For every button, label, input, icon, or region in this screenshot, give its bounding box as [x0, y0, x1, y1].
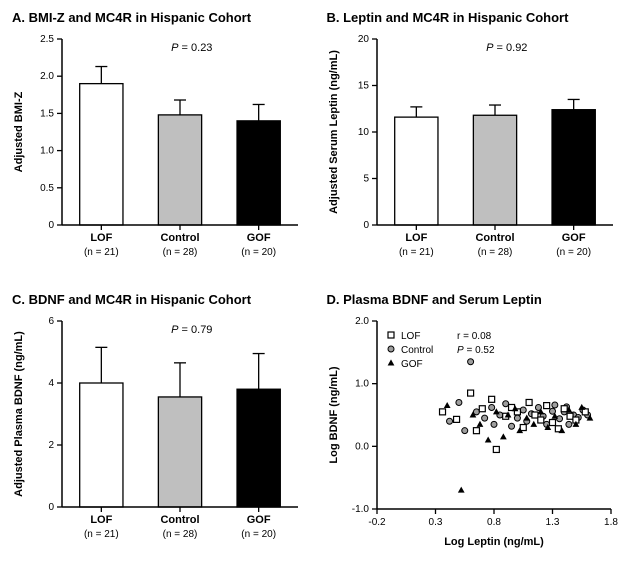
svg-text:2: 2 [48, 440, 54, 451]
svg-text:(n = 28): (n = 28) [163, 529, 198, 540]
panel-c-title: C. BDNF and MC4R in Hispanic Cohort [12, 292, 309, 307]
svg-text:Adjusted BMI-Z: Adjusted BMI-Z [13, 91, 25, 172]
svg-text:-0.2: -0.2 [368, 517, 386, 528]
svg-text:-1.0: -1.0 [351, 504, 369, 515]
svg-text:0.5: 0.5 [40, 183, 54, 194]
svg-text:P = 0.23: P = 0.23 [171, 42, 212, 54]
svg-text:1.3: 1.3 [545, 517, 559, 528]
svg-text:10: 10 [357, 127, 369, 138]
svg-text:LOF: LOF [90, 514, 112, 526]
svg-text:GOF: GOF [561, 232, 585, 244]
svg-text:GOF: GOF [247, 232, 271, 244]
svg-text:4: 4 [48, 378, 54, 389]
svg-text:(n = 21): (n = 21) [84, 247, 119, 258]
figure-grid: A. BMI-Z and MC4R in Hispanic Cohort 0 0.… [0, 0, 629, 564]
svg-text:1.0: 1.0 [40, 146, 54, 157]
svg-text:0.3: 0.3 [428, 517, 442, 528]
svg-text:Adjusted Plasma BDNF (ng/mL): Adjusted Plasma BDNF (ng/mL) [13, 331, 25, 497]
svg-text:Control: Control [160, 232, 199, 244]
svg-text:LOF: LOF [401, 331, 420, 342]
panel-a: A. BMI-Z and MC4R in Hispanic Cohort 0 0.… [0, 0, 315, 282]
svg-text:GOF: GOF [401, 359, 423, 370]
panel-d: D. Plasma BDNF and Serum Leptin -1.0 0.0 1… [315, 282, 629, 564]
svg-text:(n = 20): (n = 20) [556, 247, 591, 258]
svg-text:0.8: 0.8 [487, 517, 501, 528]
panel-a-title: A. BMI-Z and MC4R in Hispanic Cohort [12, 10, 309, 25]
panel-b-title: B. Leptin and MC4R in Hispanic Cohort [327, 10, 624, 25]
svg-text:1.5: 1.5 [40, 108, 54, 119]
svg-text:P = 0.92: P = 0.92 [486, 42, 527, 54]
svg-text:6: 6 [48, 316, 54, 327]
svg-text:(n = 28): (n = 28) [477, 247, 512, 258]
svg-text:2.0: 2.0 [355, 316, 369, 327]
svg-text:0.0: 0.0 [355, 441, 369, 452]
svg-text:Control: Control [160, 514, 199, 526]
svg-text:2.0: 2.0 [40, 71, 54, 82]
svg-text:(n = 20): (n = 20) [241, 529, 276, 540]
svg-text:0: 0 [48, 502, 54, 513]
panel-c-chart: 0 2 4 6 LOF (n = 21) Control (n = 28) GOF (n = 20… [6, 311, 309, 557]
svg-text:Log BDNF (ng/mL): Log BDNF (ng/mL) [328, 366, 340, 463]
panel-c: C. BDNF and MC4R in Hispanic Cohort 0 2 4 6… [0, 282, 315, 564]
panel-d-title: D. Plasma BDNF and Serum Leptin [327, 292, 624, 307]
svg-text:P = 0.52: P = 0.52 [457, 345, 495, 356]
svg-text:0: 0 [363, 220, 369, 231]
svg-text:5: 5 [363, 174, 369, 185]
svg-text:P = 0.79: P = 0.79 [171, 324, 212, 336]
svg-text:1.8: 1.8 [604, 517, 618, 528]
panel-b-chart: 0 5 10 15 20 LOF (n = 21) Control (n = 28) GOF (n … [321, 29, 624, 275]
svg-text:Control: Control [401, 345, 433, 356]
svg-text:GOF: GOF [247, 514, 271, 526]
svg-text:20: 20 [357, 34, 369, 45]
svg-text:r = 0.08: r = 0.08 [457, 331, 492, 342]
svg-text:Control: Control [475, 232, 514, 244]
svg-text:15: 15 [357, 81, 369, 92]
svg-text:0: 0 [48, 220, 54, 231]
svg-text:(n = 21): (n = 21) [398, 247, 433, 258]
svg-text:Log Leptin (ng/mL): Log Leptin (ng/mL) [444, 536, 544, 548]
svg-text:1.0: 1.0 [355, 379, 369, 390]
svg-text:(n = 28): (n = 28) [163, 247, 198, 258]
svg-text:LOF: LOF [90, 232, 112, 244]
svg-text:2.5: 2.5 [40, 34, 54, 45]
svg-text:(n = 20): (n = 20) [241, 247, 276, 258]
svg-text:LOF: LOF [405, 232, 427, 244]
svg-text:(n = 21): (n = 21) [84, 529, 119, 540]
panel-a-chart: 0 0.5 1.0 1.5 2.0 2.5 LOF (n = 21) Control (n = 2… [6, 29, 309, 275]
panel-d-chart: -1.0 0.0 1.0 2.0 -0.2 0.3 0.8 1.3 1.8 LOF Control G… [321, 311, 624, 557]
svg-text:Adjusted Serum Leptin (ng/mL): Adjusted Serum Leptin (ng/mL) [328, 50, 340, 214]
panel-b: B. Leptin and MC4R in Hispanic Cohort 0 5… [315, 0, 629, 282]
